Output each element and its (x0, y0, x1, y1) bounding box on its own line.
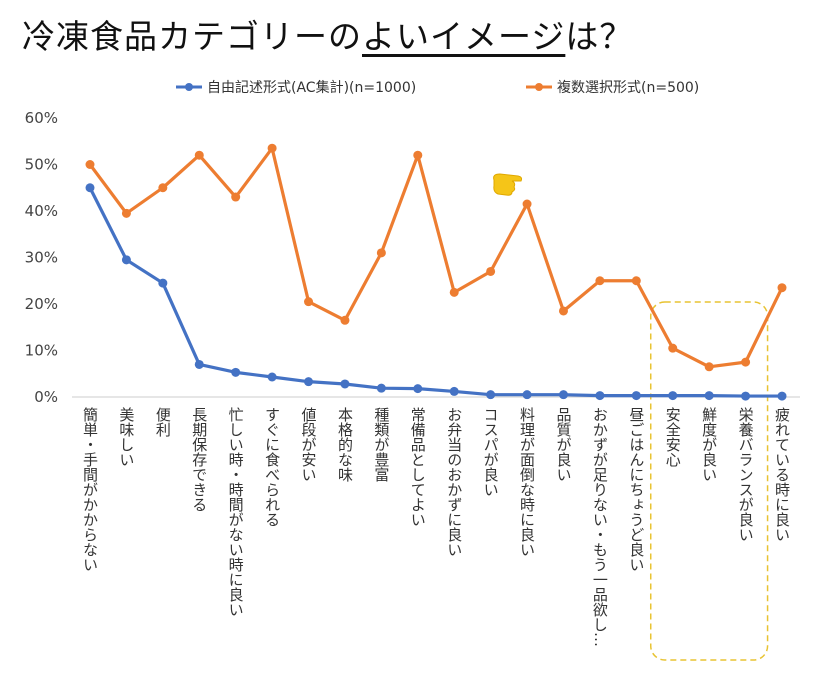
data-point (194, 359, 204, 369)
x-tick-label: 料理が面倒な時に良い (518, 407, 536, 557)
y-tick-label: 20% (25, 295, 58, 313)
data-point (741, 391, 751, 401)
legend-swatch-marker (535, 83, 543, 91)
x-tick-label: 本格的な味 (336, 407, 354, 482)
x-tick-label: 昼ごはんにちょうど良い (627, 407, 645, 572)
data-point (267, 143, 277, 153)
highlight-rect (649, 301, 769, 661)
data-point (231, 367, 241, 377)
data-point (595, 391, 605, 401)
x-tick-label: 常備品としてよい (409, 407, 427, 527)
series (85, 143, 787, 401)
x-tick-label: 簡単・手間がかからない (81, 406, 99, 572)
data-point (85, 160, 95, 169)
data-point (449, 386, 459, 396)
y-tick-label: 50% (25, 156, 58, 174)
x-tick-label: すぐに食べられる (263, 407, 281, 527)
x-tick-label: 栄養バランスが良い (737, 407, 755, 542)
data-point (486, 390, 496, 400)
data-point (595, 276, 605, 286)
data-point (304, 377, 314, 387)
pointing-hand-icon (493, 173, 523, 196)
data-point (340, 379, 350, 389)
y-tick-label: 40% (25, 202, 58, 220)
y-tick-label: 10% (25, 342, 58, 360)
highlight-box (649, 301, 769, 661)
data-point (158, 183, 168, 193)
series-1 (85, 143, 787, 372)
data-point (668, 391, 678, 401)
data-point (631, 276, 641, 286)
x-tick-label: おかずが足りない・もう一品欲し… (591, 407, 609, 647)
data-point (121, 208, 131, 218)
data-point (304, 297, 314, 307)
data-point (522, 199, 532, 209)
x-tick-label: 忙しい時・時間がない時に良い (227, 407, 245, 617)
series-0 (85, 183, 787, 401)
data-point (267, 372, 277, 382)
y-tick-label: 30% (25, 249, 58, 267)
data-point (413, 384, 423, 394)
legend-label: 自由記述形式(AC集計)(n=1000) (207, 79, 416, 96)
y-tick-label: 60% (25, 109, 58, 127)
series-line (88, 146, 784, 369)
data-point (777, 283, 787, 293)
data-point (376, 248, 386, 258)
data-point (85, 183, 95, 193)
data-point (558, 390, 568, 400)
x-tick-label: 疲れている時に良い (773, 407, 791, 542)
data-point (376, 383, 386, 393)
y-axis: 0% 10% 20% 30% 40% 50% 60% (25, 109, 58, 406)
data-point (741, 357, 751, 367)
x-tick-label: 安全安心 (664, 407, 682, 467)
x-tick-label: 品質が良い (554, 407, 572, 482)
y-tick-label: 0% (34, 388, 58, 406)
data-point (449, 287, 459, 297)
x-axis-labels: 簡単・手間がかからない 美味しい 便利 長期保存できる 忙しい時・時間がない時に良い すぐ… (81, 406, 791, 647)
legend-label: 複数選択形式(n=500) (557, 79, 699, 96)
x-tick-label: 美味しい (117, 407, 135, 467)
data-point (340, 315, 350, 325)
x-tick-label: 長期保存できる (190, 407, 208, 512)
slide-title: 冷凍食品カテゴリーのよいイメージは？ (22, 10, 633, 58)
title-main: 冷凍食品カテゴリーの (22, 17, 362, 56)
data-point (704, 391, 714, 401)
data-point (194, 150, 204, 160)
x-tick-label: 便利 (154, 407, 172, 437)
data-point (158, 278, 168, 288)
legend-swatch-marker (185, 83, 193, 91)
x-tick-label: 種類が豊富 (372, 407, 390, 482)
data-point (413, 150, 423, 160)
data-point (486, 266, 496, 276)
data-point (558, 306, 568, 316)
data-point (522, 390, 532, 400)
x-tick-label: 鮮度が良い (700, 407, 718, 482)
x-tick-label: コスパが良い (482, 407, 500, 497)
legend: 自由記述形式(AC集計)(n=1000) 複数選択形式(n=500) (176, 79, 699, 96)
x-tick-label: お弁当のおかずに良い (445, 407, 463, 557)
series-line (88, 187, 782, 398)
data-point (668, 343, 678, 353)
x-tick-label: 値段が安い (300, 407, 318, 482)
data-point (631, 391, 641, 401)
data-point (704, 362, 714, 372)
data-point (121, 255, 131, 265)
title-emphasis: よいイメージ (362, 17, 566, 56)
data-point (231, 192, 241, 202)
data-point (777, 391, 787, 401)
title-suffix: は？ (565, 17, 634, 56)
